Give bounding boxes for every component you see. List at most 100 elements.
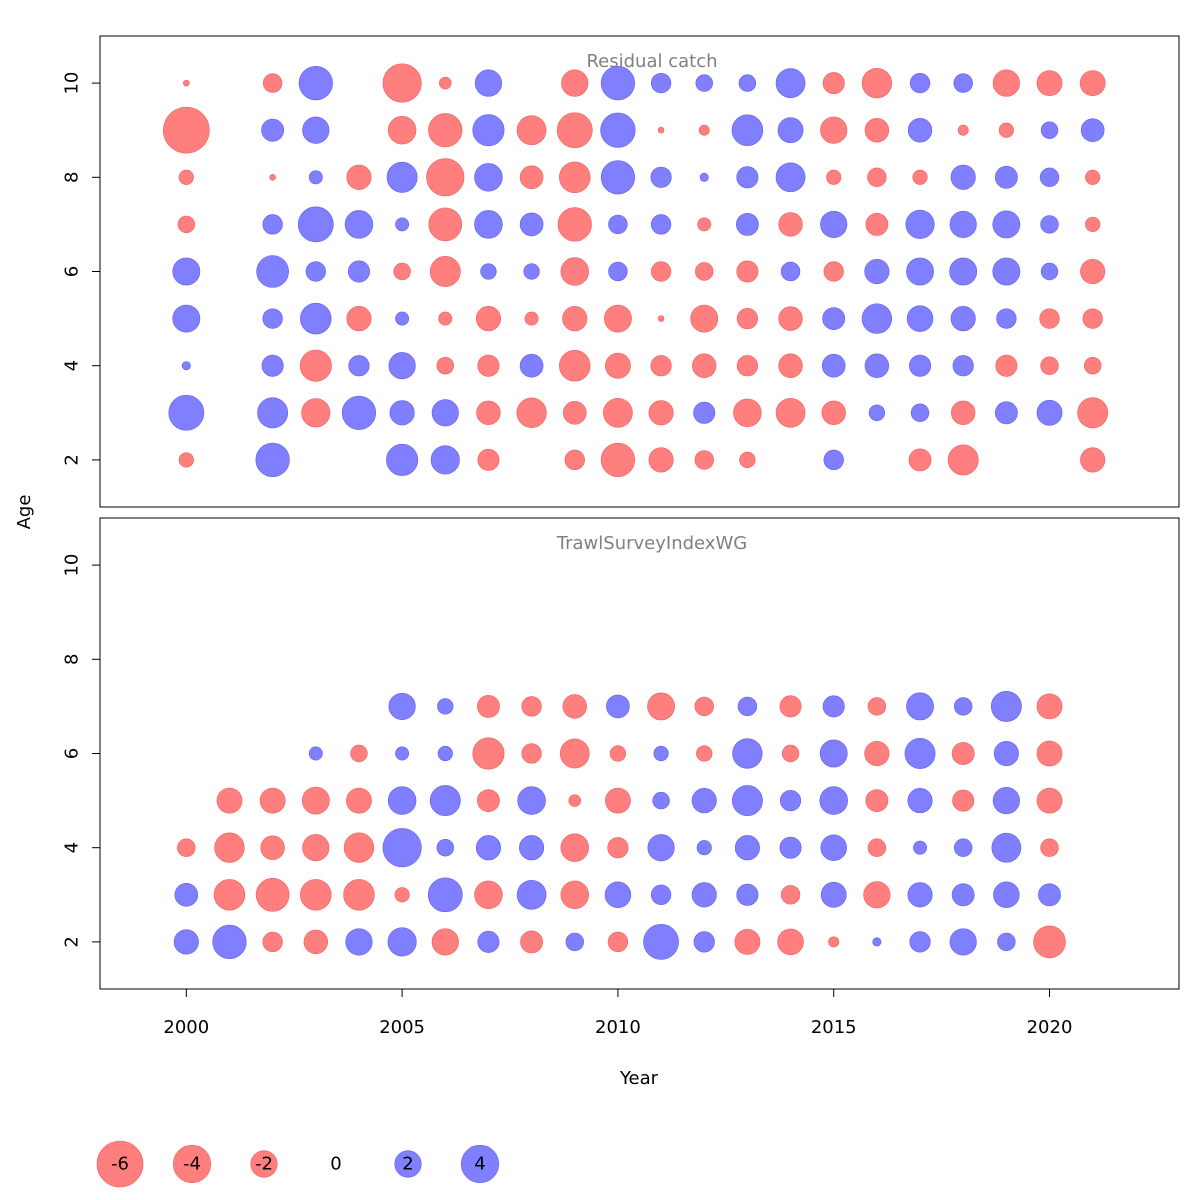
bubble-point [163, 106, 210, 154]
bubble-point [952, 355, 974, 377]
legend-bubble [460, 1144, 500, 1184]
bubble-point [695, 74, 713, 92]
bubble-point [477, 694, 500, 718]
bubble-point [732, 738, 763, 769]
bubble-point [346, 306, 372, 332]
bubble-point [386, 443, 419, 476]
bubble-point [992, 210, 1021, 239]
bubble-point [521, 696, 542, 717]
y-axis: 2 4 6 8 10 [62, 554, 100, 948]
bubble-point [255, 442, 290, 478]
bubble-point [1040, 262, 1059, 281]
bubble-point [565, 932, 584, 952]
bubble-point [652, 791, 670, 810]
bubble-point [779, 790, 802, 812]
bubble-point [1080, 447, 1106, 473]
bubble-point [648, 447, 674, 473]
bubble-point [907, 118, 933, 143]
bubble-point [299, 349, 332, 382]
legend-label: 4 [474, 1154, 485, 1175]
bubble-point [605, 787, 631, 814]
bubble-point [864, 118, 890, 143]
bubble-point [521, 743, 542, 764]
bubble-point [657, 126, 665, 134]
bubble-point [517, 786, 546, 815]
bubble-point [1040, 838, 1059, 857]
bubble-point [260, 835, 285, 860]
bubble-point [864, 353, 890, 378]
bubble-point [1040, 121, 1059, 139]
bubble-point [523, 263, 540, 280]
bubble-point [994, 165, 1018, 189]
bubble-point [559, 349, 591, 382]
bubble-point [297, 206, 334, 243]
bubble-point [346, 787, 372, 814]
y-tick-label: 4 [62, 360, 83, 371]
bubble-point [394, 887, 410, 903]
bubble-point [301, 786, 330, 815]
bubble-point [301, 398, 331, 428]
bubble-point [564, 449, 585, 471]
bubble-point [477, 448, 500, 471]
bubble-point [386, 161, 418, 193]
bubble-point [822, 307, 846, 331]
bubble-point [561, 69, 589, 97]
y-tick-label: 6 [62, 748, 83, 759]
bubble-point [388, 352, 416, 380]
bubble-point [906, 692, 934, 721]
bubble-point [428, 207, 463, 242]
bubble-point [346, 164, 372, 190]
bubble-point [1040, 356, 1059, 375]
bubble-point [519, 353, 544, 378]
bubble-point [269, 174, 276, 181]
bubble-point [427, 877, 463, 913]
bubble-point [472, 114, 505, 147]
bubble-point [952, 789, 975, 812]
bubble-point [480, 263, 497, 280]
bubble-point [992, 787, 1020, 815]
bubble-point [474, 880, 503, 910]
bubble-point [347, 260, 370, 283]
bubble-point [562, 694, 587, 719]
bubble-point [174, 882, 199, 907]
bubble-point [992, 69, 1020, 97]
bubble-point [387, 786, 417, 815]
bubble-point [647, 834, 675, 862]
bubble-point [395, 746, 410, 761]
bubble-point [600, 66, 636, 101]
y-tick-label: 8 [62, 172, 83, 183]
bubble-point [951, 742, 975, 765]
bubble-point [950, 306, 976, 332]
bubble-point [560, 257, 589, 286]
bubble-point [867, 697, 887, 716]
bubble-point [821, 400, 846, 425]
bubble-point [865, 212, 889, 236]
bubble-point [991, 832, 1022, 863]
bubble-point [395, 217, 410, 232]
bubble-point [909, 72, 931, 94]
bubble-point [172, 257, 201, 286]
bubble-point [820, 210, 848, 238]
bubble-point [437, 745, 453, 762]
bubble-point [430, 445, 460, 475]
bubble-point [690, 304, 719, 333]
bubble-point [949, 210, 977, 238]
bubble-point [865, 789, 889, 813]
bubble-point [603, 397, 633, 428]
bubble-point [606, 694, 630, 719]
y-tick-label: 6 [62, 266, 83, 277]
bubble-point [560, 833, 589, 862]
bubble-point [475, 306, 501, 332]
y-tick-label: 10 [62, 72, 83, 95]
bubble-point [775, 162, 806, 193]
bubble-point [345, 928, 373, 956]
bubble-point [694, 450, 714, 470]
bubble-point [519, 165, 544, 190]
bubble-point [696, 745, 713, 762]
bubble-point [429, 256, 461, 287]
bubble-point [173, 929, 199, 955]
bubble-point [913, 840, 927, 855]
x-axis-title: Year [619, 1068, 659, 1089]
bubble-point [779, 695, 802, 718]
bubble-point [395, 311, 410, 326]
